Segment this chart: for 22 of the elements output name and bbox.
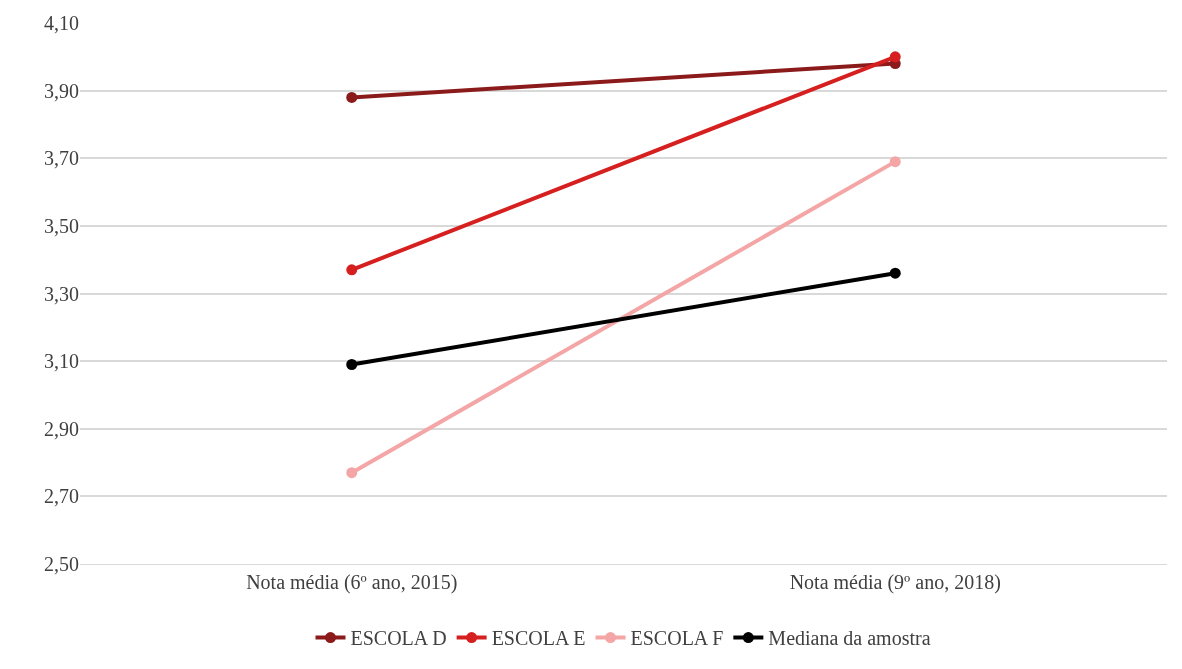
point (346, 359, 358, 371)
point (346, 264, 358, 276)
legend-label: ESCOLA D (350, 627, 447, 650)
point (889, 156, 901, 168)
point (346, 467, 358, 479)
y-tick-label: 2,90 (44, 417, 79, 440)
y-tick-label: 3,70 (44, 147, 79, 170)
point (889, 51, 901, 63)
x-tick-label: Nota média (6º ano, 2015) (246, 571, 458, 594)
y-tick-label: 2,50 (44, 553, 79, 575)
y-tick-label: 2,70 (44, 485, 79, 508)
legend-label: ESCOLA F (630, 627, 724, 650)
y-tick-label: 3,50 (44, 214, 79, 237)
legend-label: Mediana da amostra (768, 627, 931, 650)
y-tick-label: 3,90 (44, 79, 79, 102)
y-tick-label: 4,10 (44, 12, 79, 34)
y-tick-label: 3,10 (44, 350, 79, 373)
point (346, 91, 358, 103)
y-tick-label: 3,30 (44, 282, 79, 305)
x-tick-label: Nota média (9º ano, 2018) (789, 571, 1001, 594)
legend-label: ESCOLA E (491, 627, 586, 650)
point (889, 267, 901, 279)
